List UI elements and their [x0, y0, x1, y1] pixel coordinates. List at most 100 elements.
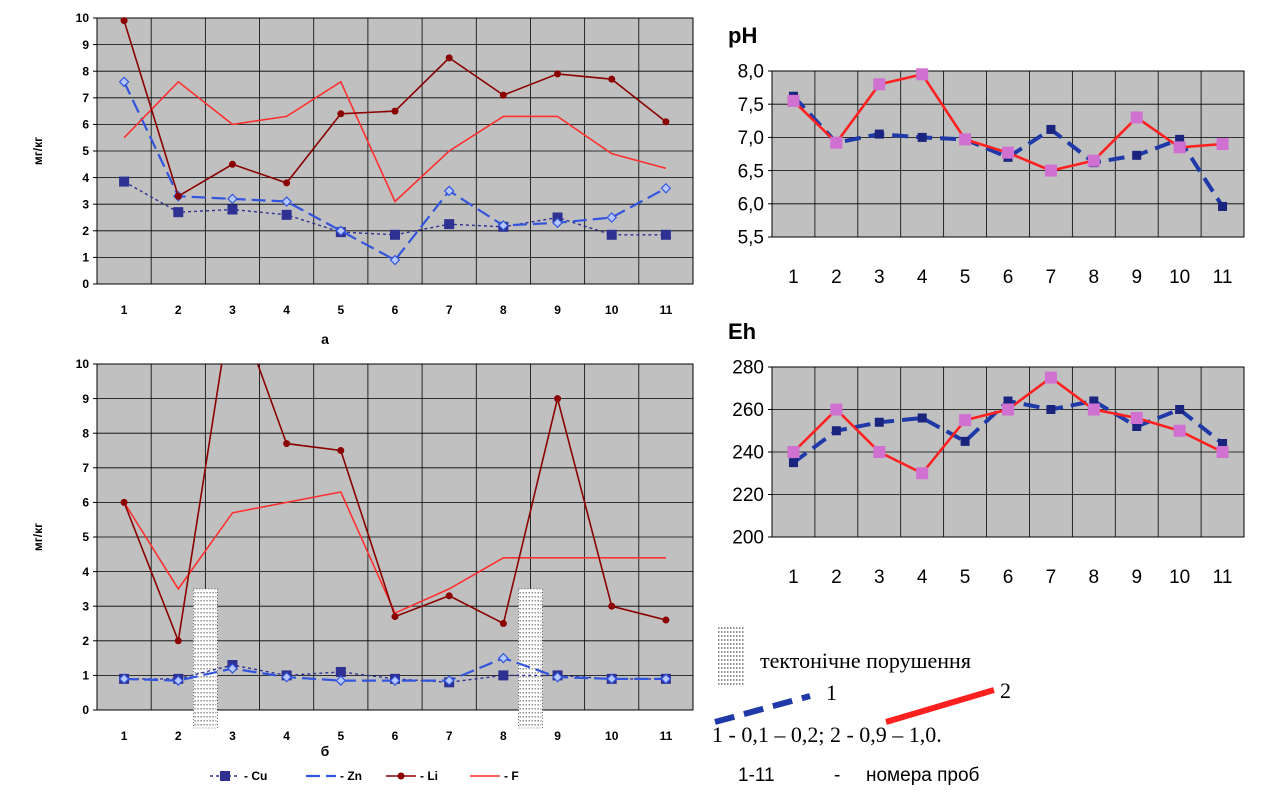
chart-b-y-ticks: 0 1 2 3 4 5 6 7 8 9 10	[76, 357, 90, 717]
chart-ph-series-2-data-point	[1173, 141, 1186, 154]
y-tick-label: 8	[82, 64, 89, 78]
chart-ph-series-2-data-point	[1044, 164, 1057, 177]
y-tick-label: 5	[82, 530, 89, 544]
chart-eh-series-1-data-point	[1132, 422, 1142, 431]
x-tick-label: 4	[917, 267, 928, 288]
chart-a-f-series-line	[123, 80, 667, 203]
chart-eh-series-1-data-point	[1175, 405, 1185, 414]
legend-label: - Zn	[340, 769, 362, 783]
x-tick-label: 3	[229, 729, 236, 743]
y-tick-label: 200	[732, 528, 764, 549]
chart-a-cu-data-point	[444, 219, 455, 230]
y-tick-label: 7	[82, 91, 89, 105]
chart-b-cu-series-line	[124, 664, 666, 684]
chart-eh-series-2-data-point	[787, 446, 800, 458]
chart-a-li-data-point	[120, 17, 128, 25]
chart-b-fault-zones	[193, 588, 543, 729]
x-tick-label: 9	[1131, 267, 1142, 288]
chart-ph-series-1-data-point	[1218, 201, 1228, 211]
y-tick-label: 6,0	[738, 194, 764, 215]
chart-a-y-ticks: 0 1 2 3 4 5 6 7 8 9 10	[76, 11, 90, 291]
y-tick-label: 9	[82, 392, 89, 406]
legend-label: - Cu	[244, 769, 267, 783]
y-tick-label: 240	[732, 443, 764, 464]
y-tick-label: 6,5	[738, 161, 764, 182]
y-tick-label: 7	[82, 461, 89, 475]
y-tick-label: 1	[82, 251, 89, 265]
y-tick-label: 7,0	[738, 128, 764, 149]
chart-ph-series	[787, 68, 1229, 211]
chart-eh-series-1-data-point	[1089, 396, 1099, 406]
chart-b-li-data-point	[283, 440, 291, 448]
x-tick-label: 6	[1003, 567, 1014, 588]
legend-marker-icon	[220, 771, 230, 781]
chart-a-zn-data-point	[443, 185, 455, 197]
x-tick-label: 4	[917, 567, 928, 588]
chart-eh-series-2-data-point	[916, 467, 929, 480]
chart-eh-series-1-data-point	[788, 458, 798, 468]
chart-ph-title: pH	[728, 23, 757, 48]
x-tick-label: 7	[446, 729, 453, 743]
x-tick-label: 7	[1046, 567, 1057, 588]
chart-a-li-data-point	[391, 107, 399, 115]
chart-ph: pH 5,5 6,0 6,5 7,0 7,5 8,0 1 2 3 4 5 6 7 8 9 10 11	[728, 23, 1245, 288]
chart-a-zn-data-point	[389, 254, 401, 266]
chart-ph-series-2-data-point	[1216, 138, 1229, 151]
y-tick-label: 5,5	[738, 228, 764, 249]
chart-b-li-data-point	[391, 613, 399, 621]
x-tick-label: 4	[283, 303, 290, 317]
chart-a-li-data-point	[283, 179, 291, 187]
chart-b-zn-data-point	[172, 675, 184, 686]
chart-b-zn-data-point	[606, 673, 618, 685]
chart-eh-series	[787, 371, 1229, 480]
y-tick-label: 8,0	[738, 62, 764, 83]
chart-eh-series-1-data-point	[960, 436, 970, 446]
y-tick-label: 1	[82, 669, 89, 683]
chart-b-cu-data-point	[335, 666, 346, 677]
chart-eh: Eh 200 220 240 260 280 1 2 3 4 5 6 7 8 9 10 11	[728, 319, 1245, 588]
chart-eh-series-1-data-point	[831, 426, 841, 436]
chart-a-cu-data-point	[173, 207, 184, 218]
x-tick-label: 2	[175, 303, 182, 317]
chart-a-cu-data-point	[119, 176, 130, 187]
chart-a-cu-data-point	[660, 229, 671, 240]
x-tick-label: 8	[1089, 267, 1100, 288]
x-tick-label: 11	[660, 729, 673, 743]
x-tick-label: 11	[1213, 267, 1233, 288]
chart-a-x-ticks: 1 2 3 4 5 6 7 8 9 10 11	[121, 303, 673, 317]
figure-key: тектонічне порушення 1 2 1 - 0,1 – 0,2; …	[712, 627, 1011, 786]
chart-b-zn-data-point	[498, 652, 509, 664]
y-tick-label: 6	[82, 118, 89, 132]
y-tick-label: 220	[732, 485, 764, 506]
chart-ph-series-1-data-point	[874, 129, 884, 139]
chart-a-zn-data-point	[227, 193, 238, 205]
chart-eh-series-2-data-point	[959, 414, 972, 427]
chart-b-x-axis-label: б	[321, 743, 330, 759]
chart-a-li-data-point	[174, 192, 182, 200]
chart-b-legend: - Cu - Zn - Li - F	[210, 769, 519, 783]
x-tick-label: 11	[1213, 567, 1233, 588]
legend-label: - Li	[420, 769, 438, 783]
chart-a-cu-data-point	[227, 204, 238, 215]
y-tick-label: 3	[82, 599, 89, 613]
chart-ph-series-2-data-point	[830, 136, 843, 149]
x-tick-label: 6	[392, 729, 399, 743]
chart-a-zn-data-point	[498, 220, 509, 231]
y-tick-label: 2	[82, 634, 89, 648]
y-tick-label: 10	[76, 11, 90, 25]
chart-a-li-data-point	[445, 54, 453, 62]
chart-b-li-data-point	[554, 395, 562, 403]
x-tick-label: 2	[831, 267, 842, 288]
chart-a-li-data-point	[337, 110, 345, 118]
chart-b-zn-data-point	[118, 673, 130, 685]
chart-a-zn-data-point	[606, 212, 618, 223]
y-tick-label: 2	[82, 224, 89, 238]
series-1-swatch-icon	[714, 693, 811, 725]
chart-eh-series-2-data-point	[873, 446, 886, 458]
chart-ph-y-ticks: 5,5 6,0 6,5 7,0 7,5 8,0	[738, 62, 764, 249]
chart-eh-series-2-data-point	[1216, 446, 1229, 458]
chart-eh-grid	[768, 366, 1244, 538]
chart-eh-title: Eh	[728, 319, 756, 344]
